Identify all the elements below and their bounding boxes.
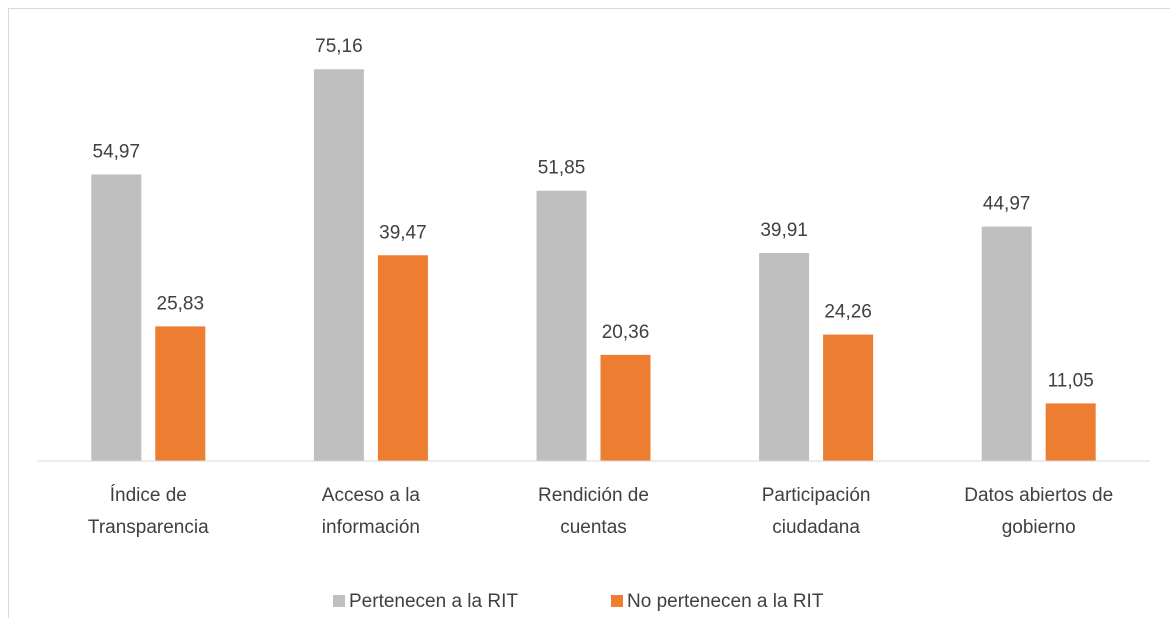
x-tick-label: información [322,517,420,538]
x-tick-label: Índice de [110,485,187,506]
x-tick-label: Rendición de [538,485,649,506]
bar [1046,403,1096,461]
data-label: 54,97 [93,141,141,162]
legend-swatch [333,595,345,607]
bar [91,174,141,461]
x-tick-label: Acceso a la [322,485,421,506]
legend-label: Pertenecen a la RIT [349,591,518,612]
legend-swatch [611,595,623,607]
bar [823,335,873,461]
bar [982,227,1032,461]
legend-label: No pertenecen a la RIT [627,591,824,612]
x-tick-label: Participación [762,485,871,506]
data-label: 24,26 [824,302,872,323]
data-label: 20,36 [602,322,650,343]
bar [537,191,587,461]
x-tick-label: cuentas [560,517,627,538]
x-tick-label: ciudadana [772,517,860,538]
data-label: 25,83 [157,293,205,314]
bar [601,355,651,461]
x-tick-label: Datos abiertos de [964,485,1113,506]
data-label: 75,16 [315,36,363,57]
data-label: 44,97 [983,194,1031,215]
x-tick-label: Transparencia [88,517,209,538]
data-label: 11,05 [1048,370,1094,391]
bar [314,69,364,461]
bar [759,253,809,461]
data-label: 51,85 [538,158,586,179]
x-tick-label: gobierno [1002,517,1076,538]
bar [378,255,428,461]
bar [155,326,205,461]
data-label: 39,91 [760,220,808,241]
data-label: 39,47 [379,222,427,243]
